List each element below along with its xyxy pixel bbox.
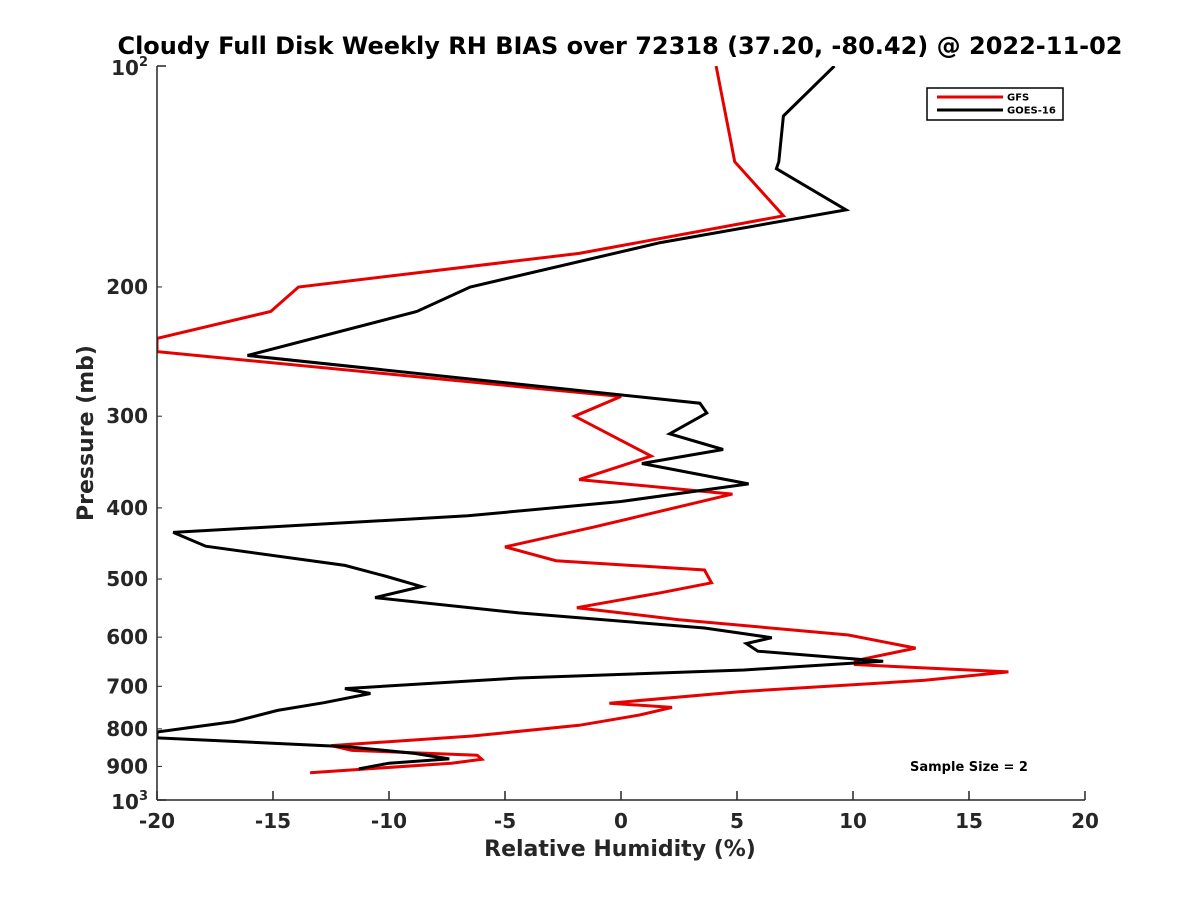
y-tick-label-bottom: 103 xyxy=(111,789,148,814)
series-line-gfs xyxy=(157,66,1009,775)
x-tick-label: -10 xyxy=(371,809,407,833)
y-axis-label: Pressure (mb) xyxy=(74,345,99,521)
legend-label-gfs: GFS xyxy=(1007,93,1029,104)
legend-label-goes16: GOES-16 xyxy=(1007,106,1056,117)
legend: GFS GOES-16 xyxy=(926,87,1064,121)
x-tick-label: -15 xyxy=(255,809,291,833)
y-tick-label: 800 xyxy=(106,717,148,741)
y-tick-label: 200 xyxy=(106,275,148,299)
sample-size-annotation: Sample Size = 2 xyxy=(910,760,1028,775)
x-tick-label: 20 xyxy=(1071,809,1099,833)
x-tick-label: 5 xyxy=(730,809,744,833)
y-tick-label: 500 xyxy=(106,567,148,591)
y-tick-label-top: 102 xyxy=(111,55,148,80)
x-axis-label: Relative Humidity (%) xyxy=(484,837,756,862)
x-tick-label: -5 xyxy=(494,809,516,833)
axes-layer: -20 -15 -10 -5 0 5 10 15 20 200 300 400 500 600 700 800… xyxy=(106,55,1099,833)
y-tick-label: 600 xyxy=(106,625,148,649)
x-tick-label: 10 xyxy=(839,809,867,833)
y-tick-label: 900 xyxy=(106,754,148,778)
legend-box xyxy=(926,87,1064,121)
chart-title: Cloudy Full Disk Weekly RH BIAS over 723… xyxy=(117,32,1122,60)
x-tick-label: 0 xyxy=(614,809,628,833)
y-tick-label: 300 xyxy=(106,404,148,428)
plot-area: -20 -15 -10 -5 0 5 10 15 20 200 300 400 500 600 700 800… xyxy=(106,55,1099,833)
x-tick-label: 15 xyxy=(955,809,983,833)
y-tick-label: 700 xyxy=(106,674,148,698)
series-layer xyxy=(157,66,1009,775)
x-tick-label: -20 xyxy=(139,809,175,833)
y-tick-label: 400 xyxy=(106,496,148,520)
series-line-goes16 xyxy=(157,66,884,771)
